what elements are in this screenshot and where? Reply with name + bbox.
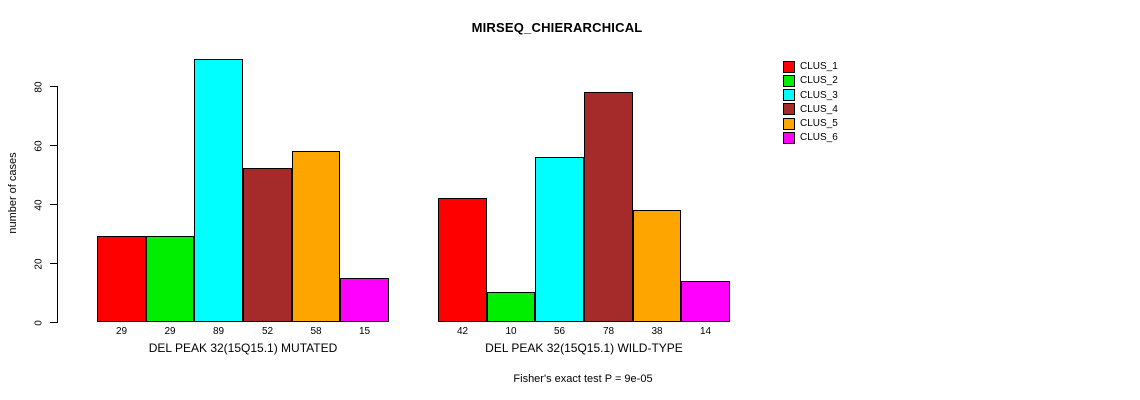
y-axis-tick-label: 80 (33, 80, 45, 93)
legend-item-clus_1: CLUS_1 (783, 60, 838, 73)
legend-swatch-icon (783, 89, 795, 102)
y-axis-tick-label: 0 (33, 319, 45, 326)
bar-value-label: 29 (164, 326, 176, 337)
bar-value-label: 42 (456, 326, 469, 337)
y-axis-line (57, 86, 58, 323)
legend-label: CLUS_3 (800, 89, 838, 101)
legend-swatch-icon (783, 60, 795, 73)
bar-value-label: 89 (212, 326, 225, 337)
fisher-test-annotation: Fisher's exact test P = 9e-05 (513, 373, 653, 385)
bar-value-label: 15 (358, 326, 371, 337)
legend-label: CLUS_5 (800, 118, 838, 130)
legend: CLUS_1 CLUS_2 CLUS_3 CLUS_4 CLUS_5 CLUS_6 (783, 60, 838, 144)
bar-value-label: 29 (115, 326, 128, 337)
bar-value-label: 38 (651, 326, 663, 337)
legend-swatch-icon (783, 103, 795, 116)
bar-clus_4-group2 (584, 92, 633, 322)
bar-clus_3-group2 (535, 157, 584, 322)
bar-value-label: 14 (699, 326, 712, 337)
legend-item-clus_5: CLUS_5 (783, 117, 838, 130)
bar-value-label: 52 (261, 326, 274, 337)
legend-label: CLUS_6 (800, 132, 838, 144)
y-axis-tick (50, 86, 57, 87)
bar-clus_5-group1 (292, 151, 340, 322)
y-axis-tick (50, 322, 57, 323)
bar-clus_2-group1 (146, 236, 194, 322)
y-axis-tick-label: 40 (33, 198, 45, 211)
bar-clus_6-group2 (681, 281, 730, 322)
bar-clus_1-group2 (438, 198, 487, 322)
bar-value-label: 10 (505, 326, 517, 337)
bar-clus_2-group2 (487, 292, 535, 322)
y-axis-title: number of cases (7, 152, 19, 234)
legend-label: CLUS_2 (800, 75, 838, 87)
y-axis-tick (50, 204, 57, 205)
bar-value-label: 78 (602, 326, 615, 337)
chart-title: MIRSEQ_CHIERARCHICAL (471, 20, 643, 35)
y-axis-tick-label: 20 (33, 257, 45, 270)
legend-item-clus_4: CLUS_4 (783, 103, 838, 116)
group-label: DEL PEAK 32(15Q15.1) WILD-TYPE (485, 341, 683, 355)
bar-clus_3-group1 (194, 59, 243, 322)
bar-clus_5-group2 (633, 210, 681, 322)
legend-swatch-icon (783, 74, 795, 87)
bar-clus_4-group1 (243, 168, 292, 322)
bar-value-label: 56 (553, 326, 566, 337)
legend-swatch-icon (783, 131, 795, 144)
bar-value-label: 58 (310, 326, 322, 337)
legend-item-clus_3: CLUS_3 (783, 89, 838, 102)
group-label: DEL PEAK 32(15Q15.1) MUTATED (148, 341, 338, 355)
legend-label: CLUS_1 (800, 61, 838, 72)
bar-clus_6-group1 (340, 278, 389, 322)
bar-clus_1-group1 (97, 236, 146, 322)
legend-swatch-icon (783, 117, 795, 130)
legend-label: CLUS_4 (800, 103, 838, 115)
legend-item-clus_6: CLUS_6 (783, 131, 838, 144)
y-axis-tick-label: 60 (33, 139, 45, 152)
y-axis-tick (50, 263, 57, 264)
y-axis-tick (50, 145, 57, 146)
legend-item-clus_2: CLUS_2 (783, 74, 838, 87)
